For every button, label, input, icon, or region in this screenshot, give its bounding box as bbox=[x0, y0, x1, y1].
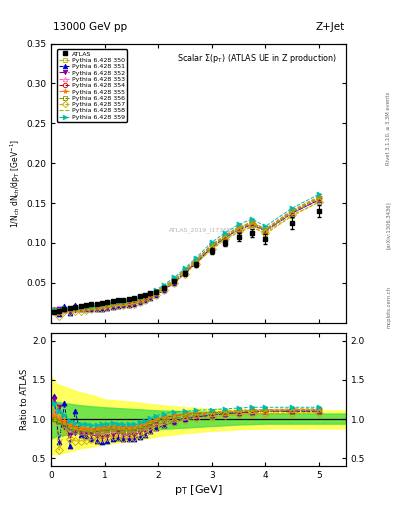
Y-axis label: Ratio to ATLAS: Ratio to ATLAS bbox=[20, 369, 29, 430]
Text: Rivet 3.1.10, ≥ 3.3M events: Rivet 3.1.10, ≥ 3.3M events bbox=[386, 91, 391, 165]
Text: ATLAS_2019_I1736531: ATLAS_2019_I1736531 bbox=[169, 228, 240, 233]
Text: [arXiv:1306.3436]: [arXiv:1306.3436] bbox=[386, 201, 391, 249]
Legend: ATLAS, Pythia 6.428 350, Pythia 6.428 351, Pythia 6.428 352, Pythia 6.428 353, P: ATLAS, Pythia 6.428 350, Pythia 6.428 35… bbox=[57, 50, 127, 122]
Y-axis label: 1/N$_{\rm ch}$ dN$_{\rm ch}$/dp$_{\rm T}$ [GeV$^{-1}$]: 1/N$_{\rm ch}$ dN$_{\rm ch}$/dp$_{\rm T}… bbox=[9, 139, 23, 228]
Text: 13000 GeV pp: 13000 GeV pp bbox=[53, 22, 127, 32]
Text: Z+Jet: Z+Jet bbox=[316, 22, 345, 32]
Text: Scalar $\Sigma$(p$_{\rm T}$) (ATLAS UE in Z production): Scalar $\Sigma$(p$_{\rm T}$) (ATLAS UE i… bbox=[177, 52, 337, 65]
X-axis label: p$_{\rm T}$ [GeV]: p$_{\rm T}$ [GeV] bbox=[174, 482, 223, 497]
Text: mcplots.cern.ch: mcplots.cern.ch bbox=[386, 286, 391, 328]
